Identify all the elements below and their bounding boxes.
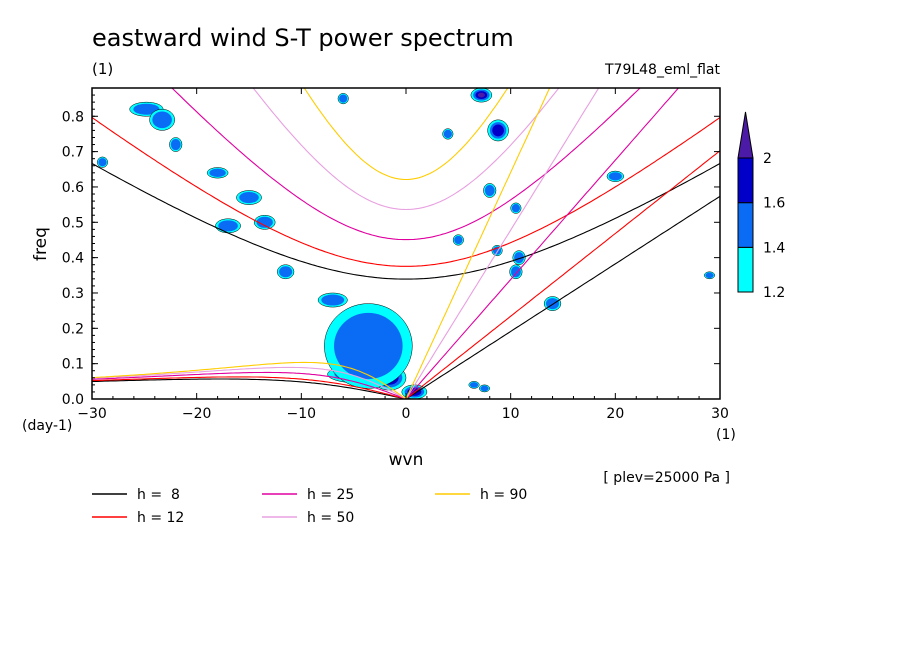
units-label: (1) xyxy=(92,60,113,78)
x-tick-label: −10 xyxy=(287,406,317,422)
contour-blob xyxy=(514,252,524,264)
y-tick-label: 0.3 xyxy=(62,286,84,302)
contour-blob xyxy=(98,158,107,167)
contour-blob xyxy=(484,184,495,197)
inertia-gravity-curve xyxy=(171,88,641,241)
contour-blob xyxy=(334,312,403,380)
inertia-gravity-curve xyxy=(92,117,720,267)
kelvin-curve xyxy=(405,88,600,399)
colorbar-label: 2 xyxy=(763,151,772,167)
x-tick-label: 10 xyxy=(502,406,520,422)
contour-blob xyxy=(339,94,348,103)
colorbar-label: 1.4 xyxy=(763,240,785,256)
inertia-gravity-curve xyxy=(303,88,509,181)
y-tick-label: 0.2 xyxy=(62,321,84,337)
colorbar-label: 1.6 xyxy=(763,196,785,212)
contour-blob xyxy=(469,382,479,388)
legend-label: h = 12 xyxy=(137,510,184,526)
y-axis: 0.0 0.1 0.2 0.3 0.4 0.5 0.6 0.7 0.8 xyxy=(62,94,720,408)
rossby-curve xyxy=(92,376,409,399)
y-tick-label: 0.6 xyxy=(62,180,84,196)
contour-blob xyxy=(454,235,463,245)
colorbar-segment xyxy=(737,202,754,248)
rossby-curve xyxy=(92,366,408,399)
inertia-gravity-curve xyxy=(92,163,720,280)
contour-blob xyxy=(152,111,172,129)
contour-blob xyxy=(256,216,273,228)
legend-label: h = 25 xyxy=(307,487,354,503)
inertia-gravity-curve xyxy=(252,88,560,211)
rossby-curve xyxy=(92,361,407,399)
colorbar-segment xyxy=(737,246,754,293)
contour-blob xyxy=(477,92,485,98)
rossby-curve xyxy=(92,378,409,399)
y-unit-label: (day-1) xyxy=(22,418,72,434)
x-tick-label: −30 xyxy=(77,406,107,422)
y-tick-label: 0.0 xyxy=(62,392,84,408)
contour-blob xyxy=(321,294,345,306)
dispersion-curves xyxy=(92,88,720,399)
legend-label: h = 90 xyxy=(480,487,527,503)
plev-note: [ plev=25000 Pa ] xyxy=(603,470,730,486)
chart-title: eastward wind S-T power spectrum xyxy=(92,24,514,52)
legend-label: h = 50 xyxy=(307,510,354,526)
x-tick-label: 0 xyxy=(402,406,411,422)
x-tick-label: 30 xyxy=(711,406,729,422)
contour-blob xyxy=(492,124,504,137)
y-tick-label: 0.5 xyxy=(62,215,84,231)
y-tick-label: 0.7 xyxy=(62,145,84,161)
x-axis: −30 −20 −10 0 10 20 30 xyxy=(77,88,729,422)
kelvin-curve xyxy=(405,88,551,399)
y-tick-label: 0.8 xyxy=(62,109,84,125)
x-unit-label: (1) xyxy=(716,427,736,443)
legend-label: h = 8 xyxy=(137,487,180,503)
y-tick-label: 0.1 xyxy=(62,357,84,373)
y-tick-label: 0.4 xyxy=(62,251,84,267)
x-tick-label: 20 xyxy=(606,406,624,422)
plot-area: −30 −20 −10 0 10 20 30 0.00.10.20.30.40.50.60.… xyxy=(62,87,729,422)
contour-blob xyxy=(218,220,238,232)
contour-blob xyxy=(705,272,714,279)
x-axis-label: wvn xyxy=(389,450,424,470)
colorbar-segment xyxy=(737,157,754,204)
power-contour-fill xyxy=(96,88,716,399)
contour-blob xyxy=(608,172,622,181)
contour-blob xyxy=(279,266,293,278)
x-tick-label: −20 xyxy=(182,406,212,422)
kelvin-curve xyxy=(405,195,720,399)
experiment-label: T79L48_eml_flat xyxy=(604,62,721,78)
contour-blob xyxy=(133,103,160,115)
contour-blob xyxy=(239,192,259,204)
contour-blob xyxy=(511,204,520,213)
rossby-curve xyxy=(92,371,408,399)
colorbar: 1.2 1.4 1.6 2 xyxy=(737,111,785,301)
colorbar-extend-arrow xyxy=(737,111,754,159)
kelvin-curve xyxy=(405,150,720,399)
colorbar-label: 1.2 xyxy=(763,285,785,301)
contour-blob xyxy=(209,168,226,177)
y-axis-label: freq xyxy=(31,227,51,261)
contour-blob xyxy=(170,139,181,151)
kelvin-curve xyxy=(405,88,680,399)
legend: h = 8 h = 12 h = 25 h = 50 h = 90 xyxy=(92,487,527,526)
contour-blob xyxy=(480,385,489,392)
contour-blob xyxy=(443,129,452,139)
contour-blob xyxy=(511,266,521,278)
